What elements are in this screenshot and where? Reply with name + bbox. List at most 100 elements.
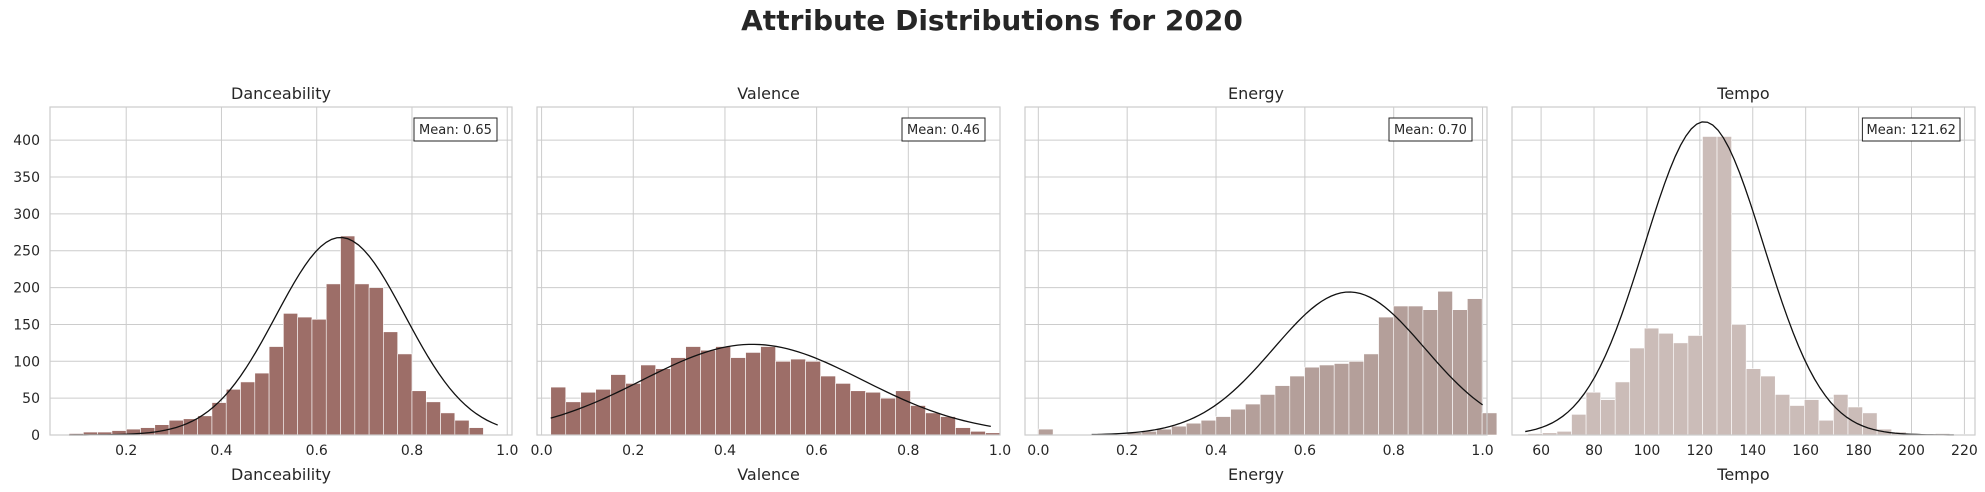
x-axis-label: Energy (1228, 465, 1284, 484)
x-tick-label: 200 (1898, 443, 1925, 459)
histogram-bar (730, 357, 746, 436)
histogram-bar (805, 360, 821, 436)
histogram-bar (1658, 332, 1674, 436)
histogram-bar (715, 346, 731, 436)
histogram-bar (1716, 136, 1732, 436)
histogram-bar (685, 346, 701, 436)
histogram-bar (197, 415, 213, 436)
x-tick-label: 0.6 (806, 443, 828, 459)
histogram-bar (311, 318, 327, 436)
x-tick-label: 0.8 (401, 443, 423, 459)
histogram-bar (1673, 342, 1689, 436)
plot-area: 0.0 0.2 0.4 0.6 0.8 1.0 (1024, 106, 1498, 459)
histogram-bar (775, 360, 791, 436)
histogram-bar (640, 364, 656, 436)
histogram-bar (1571, 414, 1587, 436)
histogram-bar (1585, 391, 1601, 436)
x-tick-label: 0.4 (210, 443, 232, 459)
y-tick-label: 150 (13, 317, 40, 333)
histogram-bar (1393, 305, 1409, 436)
histogram-bar (397, 353, 413, 436)
histogram-bar (625, 383, 641, 436)
histogram-bar (865, 391, 881, 436)
histogram-bar (1319, 364, 1335, 436)
x-tick-label: 0.6 (306, 443, 328, 459)
histogram-bar (565, 401, 582, 436)
histogram-bar (440, 412, 456, 436)
x-tick-label: 0.0 (1027, 443, 1049, 459)
histogram-bar (820, 375, 836, 436)
histogram-bar (745, 352, 761, 436)
histogram-bar (283, 313, 298, 436)
x-tick-label: 160 (1792, 443, 1819, 459)
mean-box-frame (901, 117, 986, 142)
histogram-bar (1348, 360, 1365, 436)
histogram-bar (610, 374, 627, 436)
x-tick-label: 100 (1634, 443, 1661, 459)
histogram-bar (325, 283, 341, 436)
mean-label: Mean: 121.62 (1866, 123, 1955, 138)
histogram-bar (700, 349, 716, 436)
normal-curve (550, 343, 991, 427)
histogram-bar (1215, 416, 1231, 436)
panel-title: Energy (1228, 84, 1284, 103)
mean-box-frame (413, 117, 498, 142)
mean-annotation: Mean: 0.46 (901, 117, 986, 142)
y-tick-label: 50 (22, 391, 40, 407)
histogram-bar (1437, 290, 1453, 436)
histogram-bar (1378, 316, 1394, 436)
x-tick-label: 0.2 (622, 443, 644, 459)
x-tick-label: 1.0 (989, 443, 1011, 459)
histogram-bar (268, 346, 284, 436)
histogram-bar (468, 427, 484, 436)
x-tick-label: 0.8 (897, 443, 919, 459)
danceability-panel: 0.2 0.4 0.6 0.8 1.0050100150200250300350400 … (13, 84, 518, 484)
histogram-bar (1200, 419, 1217, 436)
x-tick-label: 0.0 (530, 443, 552, 459)
histogram-bar (1643, 327, 1660, 436)
histogram-bar (1833, 394, 1849, 436)
mean-label: Mean: 0.65 (419, 123, 492, 138)
histogram-bar (368, 287, 384, 436)
histogram-bar (1847, 406, 1863, 436)
histogram-bar (940, 416, 956, 436)
energy-panel: 0.0 0.2 0.4 0.6 0.8 1.0 Energy Energy Mean: 0… (1024, 84, 1498, 484)
mean-annotation: Mean: 0.65 (413, 117, 498, 142)
histogram-bar (211, 402, 227, 436)
x-tick-label: 1.0 (1471, 443, 1493, 459)
histogram-bar (1818, 419, 1834, 436)
x-tick-label: 0.2 (1116, 443, 1138, 459)
histogram-bars (68, 235, 484, 436)
x-tick-label: 0.4 (714, 443, 736, 459)
panel-title: Tempo (1716, 84, 1769, 103)
x-tick-label: 80 (1585, 443, 1603, 459)
y-tick-label: 100 (13, 354, 40, 370)
histogram-bar (1363, 353, 1379, 436)
histogram-bar (1038, 428, 1054, 436)
histogram-bar (760, 346, 776, 436)
histogram-bar (1407, 305, 1424, 436)
histogram-bar (1274, 385, 1291, 436)
histogram-bar (1481, 412, 1498, 436)
histogram-bar (670, 357, 686, 436)
y-tick-label: 0 (31, 428, 40, 444)
histogram-bar (1687, 335, 1703, 436)
mean-annotation: Mean: 121.62 (1861, 117, 1961, 142)
y-tick-label: 350 (13, 170, 40, 186)
histogram-bar (240, 381, 256, 436)
mean-label: Mean: 0.70 (1394, 123, 1467, 138)
histogram-bar (1600, 399, 1616, 436)
x-tick-label: 120 (1686, 443, 1713, 459)
histogram-bar (1422, 309, 1439, 436)
x-axis-label: Valence (737, 465, 800, 484)
histogram-bar (354, 283, 370, 436)
x-tick-label: 180 (1845, 443, 1872, 459)
histogram-bar (454, 419, 470, 436)
x-axis-label: Danceability (231, 465, 331, 484)
histogram-bar (1245, 403, 1261, 436)
histogram-bar (1467, 298, 1483, 436)
histogram-bar (225, 389, 241, 436)
normal-curve (69, 236, 498, 436)
x-axis-label: Tempo (1716, 465, 1769, 484)
panel-title: Valence (737, 84, 800, 103)
